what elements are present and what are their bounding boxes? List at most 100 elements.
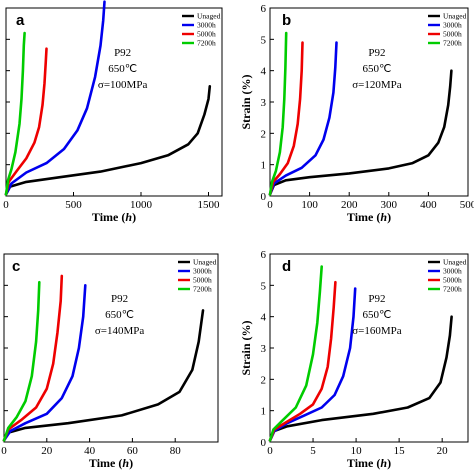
y-tick-label: 6: [261, 249, 267, 261]
x-tick-label: 200: [341, 199, 358, 211]
legend-label: 3000h: [193, 267, 212, 276]
x-axis-title-text: Time (: [92, 210, 125, 224]
annotation-line: σ=160MPa: [352, 325, 402, 337]
y-tick-label: 5: [261, 280, 267, 292]
series-line-3000h: [2, 284, 87, 442]
x-axis-title-unit: h: [125, 210, 132, 224]
y-tick-label: 3: [261, 97, 267, 109]
series-line-unaged: [268, 315, 453, 442]
x-tick-label: 15: [394, 445, 406, 457]
legend-label: 7200h: [443, 39, 462, 48]
x-tick-label: 10: [351, 445, 363, 457]
panel-letter: a: [16, 12, 25, 29]
y-tick-label: 0: [261, 437, 267, 449]
legend-label: 5000h: [193, 276, 212, 285]
series-line-7200h: [4, 31, 26, 196]
panel-a: 0 500 1000 1500 Time (h) a P92 650℃ σ=100MPa Unag…: [3, 0, 223, 224]
x-tick-label: 100: [301, 199, 318, 211]
annotation-line: σ=140MPa: [95, 325, 145, 337]
x-tick-label: 60: [127, 445, 139, 457]
y-tick-label: 2: [261, 128, 267, 140]
legend-label: 7200h: [197, 39, 216, 48]
x-axis-title-unit: h: [380, 456, 387, 470]
series-line-3000h: [4, 0, 106, 196]
panel-b: 0 100 200 300 400 500 0 1 2 3 4 5 6 Time (h) Strain (%…: [239, 3, 474, 224]
panel-letter: d: [282, 258, 291, 275]
y-tick-label: 1: [261, 406, 267, 418]
panel-c: 0 20 40 60 80 Time (h) c P92 650℃ σ=140MPa Unaged3…: [1, 253, 219, 470]
x-tick-label: 500: [460, 199, 474, 211]
x-axis-title-text: Time (: [89, 456, 122, 470]
annotation-line: 650℃: [362, 309, 391, 321]
series-line-5000h: [268, 41, 304, 196]
x-axis-title-text: Time (: [347, 456, 380, 470]
x-tick-label: 0: [1, 445, 7, 457]
annotation-line: 650℃: [105, 309, 134, 321]
series-line-5000h: [2, 274, 64, 442]
y-tick-label: 4: [261, 66, 267, 78]
series-line-unaged: [4, 85, 212, 196]
series-line-unaged: [2, 309, 205, 442]
x-axis-title-paren: ): [387, 456, 391, 470]
series-line-5000h: [268, 280, 337, 442]
annotation-line: P92: [368, 293, 385, 305]
x-axis-title-unit: h: [380, 210, 387, 224]
x-axis-title: Time (h): [92, 210, 136, 224]
x-tick-label: 400: [420, 199, 437, 211]
series-line-unaged: [268, 69, 453, 196]
x-axis-title-unit: h: [122, 456, 129, 470]
y-tick-label: 4: [261, 312, 267, 324]
annotation-line: P92: [114, 47, 131, 59]
panel-letter: c: [12, 258, 20, 275]
legend-label: 3000h: [443, 21, 462, 30]
x-axis-title: Time (h): [347, 456, 391, 470]
x-tick-label: 20: [437, 445, 449, 457]
x-tick-label: 300: [381, 199, 398, 211]
legend-label: 5000h: [443, 30, 462, 39]
series-line-7200h: [268, 265, 323, 442]
x-tick-label: 500: [65, 199, 82, 211]
panel-d: 0 5 10 15 20 0 1 2 3 4 5 6 Time (h) Strain (%) d P92 650…: [239, 249, 469, 470]
annotation-line: σ=120MPa: [352, 79, 402, 91]
legend-label: Unaged: [197, 12, 221, 21]
legend-label: Unaged: [443, 258, 467, 267]
legend-label: Unaged: [443, 12, 467, 21]
legend-label: 5000h: [197, 30, 216, 39]
x-axis-title-paren: ): [387, 210, 391, 224]
annotation-line: 650℃: [362, 63, 391, 75]
annotation-line: P92: [111, 293, 128, 305]
y-tick-label: 3: [261, 343, 267, 355]
y-tick-label: 2: [261, 374, 267, 386]
series-line-3000h: [268, 287, 357, 442]
x-axis-title: Time (h): [89, 456, 133, 470]
x-tick-label: 20: [41, 445, 53, 457]
x-tick-label: 1000: [130, 199, 153, 211]
annotation-line: 650℃: [108, 63, 137, 75]
x-tick-label: 0: [3, 199, 9, 211]
annotation-line: σ=100MPa: [98, 79, 148, 91]
legend-label: 3000h: [197, 21, 216, 30]
x-axis-title-paren: ): [129, 456, 133, 470]
x-tick-label: 80: [170, 445, 182, 457]
panel-letter: b: [282, 12, 291, 29]
x-axis-title: Time (h): [347, 210, 391, 224]
legend-label: 5000h: [443, 276, 462, 285]
series-line-3000h: [268, 41, 338, 196]
y-tick-label: 5: [261, 34, 267, 46]
series-line-7200h: [268, 31, 288, 196]
x-tick-label: 0: [267, 445, 273, 457]
series-line-7200h: [2, 280, 41, 442]
legend-label: 7200h: [443, 285, 462, 294]
x-tick-label: 5: [310, 445, 316, 457]
x-tick-label: 0: [267, 199, 273, 211]
legend-label: 7200h: [193, 285, 212, 294]
x-axis-title-paren: ): [132, 210, 136, 224]
legend-label: 3000h: [443, 267, 462, 276]
legend-label: Unaged: [193, 258, 217, 267]
y-tick-label: 1: [261, 160, 267, 172]
y-tick-label: 6: [261, 3, 267, 15]
x-tick-label: 1500: [198, 199, 221, 211]
annotation-line: P92: [368, 47, 385, 59]
series-line-5000h: [4, 47, 48, 196]
